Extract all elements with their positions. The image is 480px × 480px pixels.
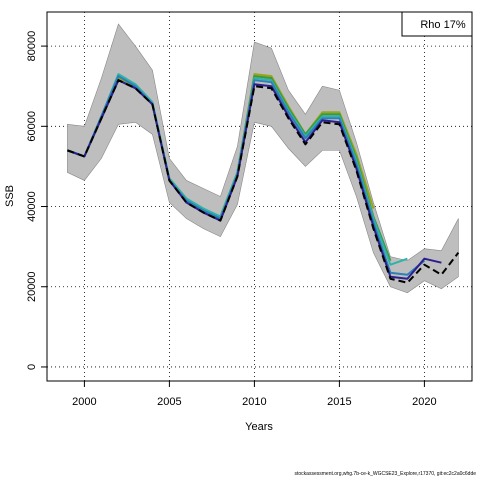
x-axis-label: Years (245, 421, 273, 433)
legend-box (401, 11, 473, 37)
y-axis-label: SSB (4, 185, 16, 207)
y-tick-label: 0 (26, 364, 38, 370)
y-tick-label: 60000 (26, 111, 38, 142)
y-tick-label: 20000 (26, 271, 38, 302)
legend-text: Rho 17% (420, 19, 465, 31)
x-tick-label: 2000 (72, 396, 96, 408)
y-tick-label: 80000 (26, 31, 38, 62)
footer-source: stockassessment.org,whg.7b-ce-k_WGCSE23_… (294, 471, 476, 477)
x-tick-label: 2020 (412, 396, 436, 408)
x-tick-label: 2005 (157, 396, 181, 408)
x-tick-label: 2010 (242, 396, 266, 408)
y-axis: 0 20000 40000 60000 80000 (26, 31, 48, 370)
x-tick-label: 2015 (327, 396, 351, 408)
series-lines-layer (67, 73, 460, 284)
y-tick-label: 40000 (26, 191, 38, 222)
series-line (67, 79, 460, 284)
legend: Rho 17% (401, 11, 473, 37)
x-axis: 2000 2005 2010 2015 2020 (72, 380, 437, 408)
